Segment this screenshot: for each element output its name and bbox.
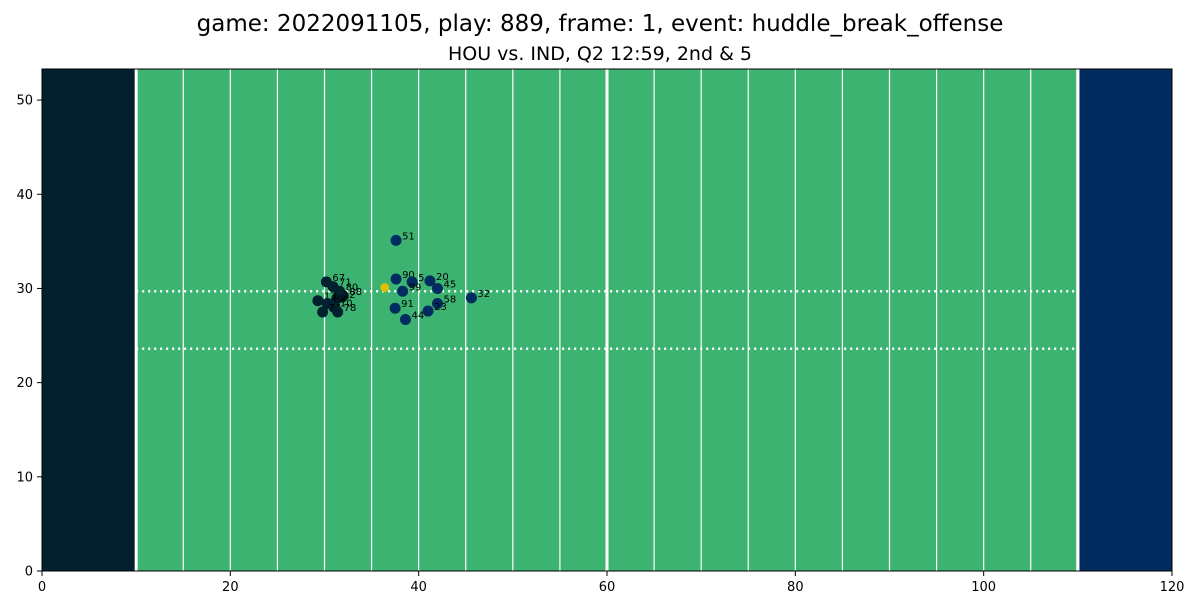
y-tick-label: 10 (16, 470, 33, 485)
player-label: 32 (477, 289, 490, 300)
player-label: 88 (349, 287, 362, 298)
player-point (432, 298, 443, 310)
player-point (390, 234, 402, 246)
plot-area (42, 69, 1172, 571)
y-tick-label: 30 (16, 282, 33, 297)
y-tick-label: 0 (25, 565, 33, 580)
axes: 0 20 40 60 80 100 120 0 10 20 30 40 50 (16, 68, 1185, 595)
player-point (331, 293, 343, 305)
x-tick-label: 0 (38, 580, 46, 595)
player-point (422, 305, 434, 317)
player-point (389, 302, 401, 314)
player-label: 10 (340, 298, 353, 309)
x-tick-label: 120 (1160, 580, 1185, 595)
player-label: 44 (411, 311, 424, 322)
player-label: 90 (402, 270, 415, 281)
player-label: 58 (444, 295, 457, 306)
football-point (380, 283, 390, 293)
x-tick-label: 40 (410, 580, 427, 595)
player-markers: 6771808812138810747851905204599325891234… (312, 231, 490, 326)
left-endzone (42, 69, 137, 571)
y-tick-label: 20 (16, 376, 33, 391)
player-label: 20 (436, 272, 449, 283)
player-label: 71 (339, 278, 352, 289)
player-label: 51 (402, 231, 415, 242)
chart-title: game: 2022091105, play: 889, frame: 1, e… (197, 11, 1004, 37)
player-label: 91 (401, 299, 414, 310)
player-point (399, 314, 411, 326)
y-tick-label: 50 (16, 94, 33, 109)
player-label: 13 (324, 292, 337, 303)
player-label: 67 (332, 273, 345, 284)
x-tick-label: 80 (787, 580, 804, 595)
player-label: 80 (346, 282, 359, 293)
player-point (397, 285, 409, 297)
y-tick-label: 40 (16, 188, 33, 203)
chart-subtitle: HOU vs. IND, Q2 12:59, 2nd & 5 (448, 43, 752, 65)
player-point (390, 273, 402, 285)
player-label: 99 (409, 282, 422, 293)
player-label: 23 (434, 302, 447, 313)
player-point (312, 295, 324, 307)
right-endzone (1077, 69, 1172, 571)
player-point (332, 306, 344, 318)
player-label: 5 (418, 273, 424, 284)
x-tick-label: 20 (222, 580, 239, 595)
player-point (317, 306, 329, 318)
player-point (406, 276, 418, 288)
player-point (465, 292, 477, 304)
player-label: 78 (344, 303, 357, 314)
player-point (432, 282, 443, 294)
player-label: 88 (333, 295, 346, 306)
x-tick-label: 100 (971, 580, 996, 595)
player-point (424, 275, 436, 287)
player-label: 12 (343, 290, 356, 301)
player-label: 45 (444, 279, 457, 290)
x-tick-label: 60 (599, 580, 616, 595)
